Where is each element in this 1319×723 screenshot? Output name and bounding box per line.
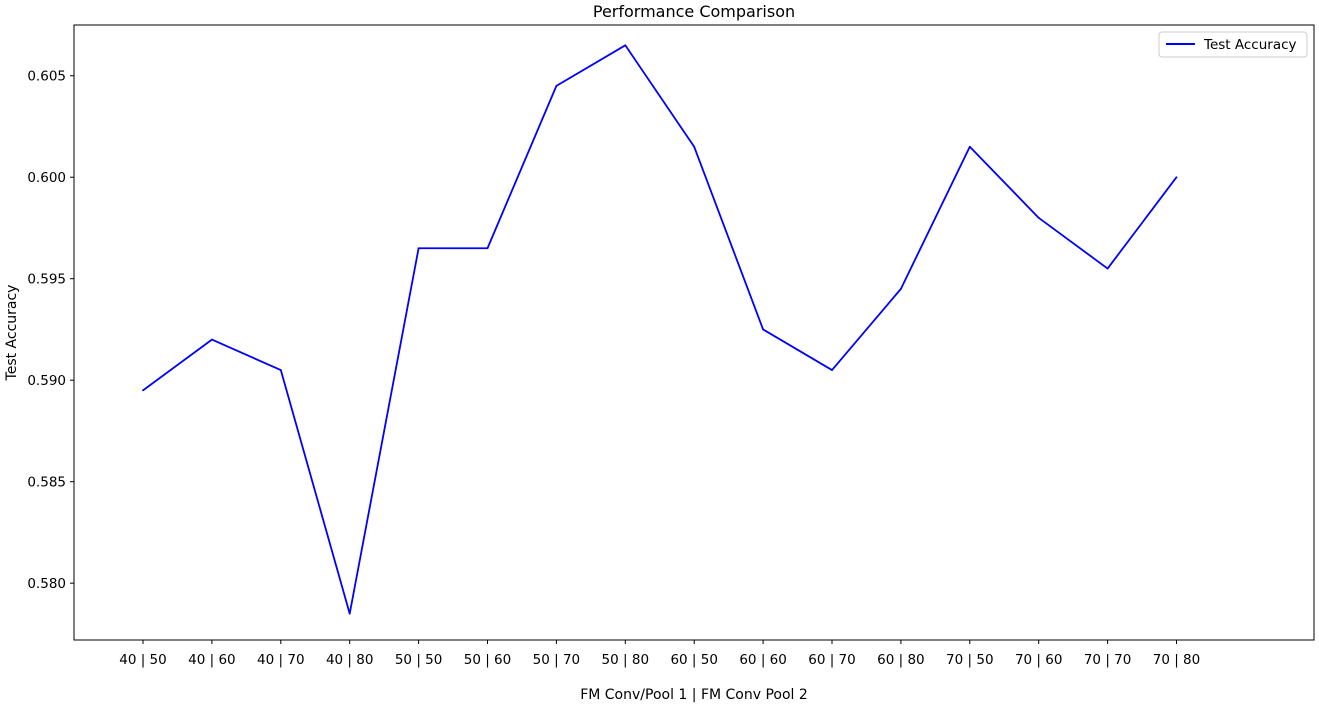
y-tick-label: 0.600	[27, 170, 66, 186]
data-point	[831, 369, 833, 371]
plot-series	[142, 44, 1178, 615]
x-tick-label: 60 | 70	[808, 652, 856, 668]
x-tick-label: 60 | 50	[670, 652, 718, 668]
data-point	[762, 328, 764, 331]
data-point	[555, 84, 558, 87]
x-tick-label: 70 | 80	[1153, 652, 1201, 668]
plot-frame	[73, 24, 1315, 641]
x-tick-label: 70 | 70	[1084, 652, 1132, 668]
y-axis-ticks: 0.580 0.585 0.590 0.595 0.600 0.605	[27, 69, 74, 592]
data-point	[486, 247, 489, 250]
y-axis-label: Test Accuracy	[4, 285, 20, 382]
data-point	[348, 612, 351, 615]
y-tick-label: 0.590	[27, 373, 66, 389]
x-tick-label: 60 | 80	[877, 652, 925, 668]
data-point	[1175, 176, 1178, 179]
series-line	[142, 44, 1178, 615]
x-axis-ticks: 40 | 50 40 | 60 40 | 70 40 | 80 50 | 50 50 | …	[119, 640, 1200, 668]
x-tick-label: 50 | 80	[602, 652, 650, 668]
data-point	[968, 145, 971, 148]
x-tick-label: 40 | 50	[119, 652, 167, 668]
x-tick-label: 40 | 60	[188, 652, 236, 668]
legend-entry: Test Accuracy	[1203, 37, 1297, 53]
x-tick-label: 40 | 80	[326, 652, 374, 668]
data-point	[417, 247, 420, 250]
x-tick-label: 50 | 50	[395, 652, 443, 668]
x-tick-label: 50 | 60	[464, 652, 512, 668]
chart-title: Performance Comparison	[593, 2, 795, 21]
data-point	[211, 338, 213, 341]
data-point	[900, 287, 902, 290]
legend: Test Accuracy	[1158, 31, 1308, 58]
data-point	[1106, 267, 1109, 270]
y-tick-label: 0.585	[27, 475, 66, 491]
y-tick-label: 0.605	[27, 69, 66, 85]
data-point	[624, 44, 627, 47]
y-tick-label: 0.595	[27, 272, 66, 288]
data-point	[1037, 216, 1040, 219]
x-tick-label: 50 | 70	[533, 652, 581, 668]
legend-box	[1158, 31, 1308, 58]
data-point	[693, 145, 696, 148]
x-tick-label: 70 | 50	[946, 652, 994, 668]
x-tick-label: 40 | 70	[257, 652, 305, 668]
data-point	[142, 389, 144, 392]
y-tick-label: 0.580	[27, 576, 66, 592]
x-tick-label: 70 | 60	[1015, 652, 1063, 668]
data-point	[279, 369, 282, 371]
x-axis-label: FM Conv/Pool 1 | FM Conv Pool 2	[580, 687, 808, 703]
x-tick-label: 60 | 60	[739, 652, 787, 668]
